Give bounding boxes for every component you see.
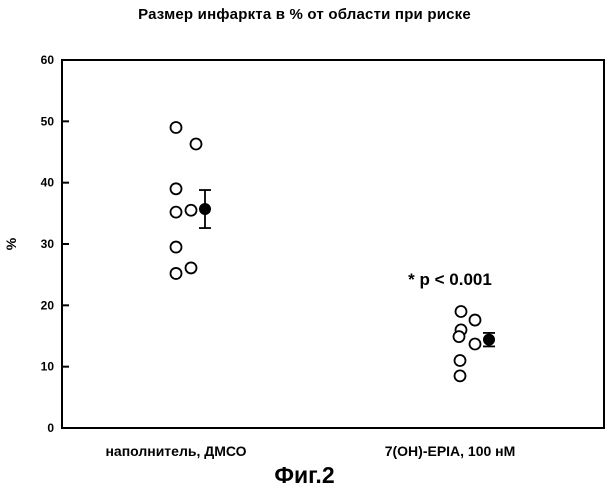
data-point <box>171 207 182 218</box>
data-point <box>171 122 182 133</box>
x-category-label: наполнитель, ДМСО <box>105 443 246 459</box>
y-tick-label: 0 <box>47 421 54 435</box>
data-point <box>191 139 202 150</box>
data-point <box>186 262 197 273</box>
x-axis-labels: наполнитель, ДМСО 7(OH)-EPIA, 100 нМ <box>105 443 515 459</box>
plot-frame <box>62 60 604 428</box>
x-category-label: 7(OH)-EPIA, 100 нМ <box>385 443 516 459</box>
data-point <box>455 355 466 366</box>
figure-caption: Фиг.2 <box>0 462 609 489</box>
data-point <box>455 370 466 381</box>
data-point <box>470 315 481 326</box>
y-tick-label: 10 <box>41 360 55 374</box>
y-tick-label: 20 <box>41 298 55 312</box>
data-point <box>171 183 182 194</box>
significance-annotation: * p < 0.001 <box>408 270 492 289</box>
y-axis-ticks: 0 10 20 30 40 50 60 <box>41 53 69 435</box>
data-point <box>186 205 197 216</box>
y-tick-label: 50 <box>41 114 55 128</box>
mean-point <box>484 334 495 345</box>
y-tick-label: 30 <box>41 237 55 251</box>
data-marks <box>171 122 496 381</box>
data-point <box>171 268 182 279</box>
data-point <box>454 331 465 342</box>
data-point <box>470 338 481 349</box>
y-tick-label: 40 <box>41 176 55 190</box>
y-tick-label: 60 <box>41 53 55 67</box>
data-point <box>456 306 467 317</box>
y-axis-label: % <box>3 237 19 250</box>
mean-point <box>200 204 211 215</box>
data-point <box>171 242 182 253</box>
